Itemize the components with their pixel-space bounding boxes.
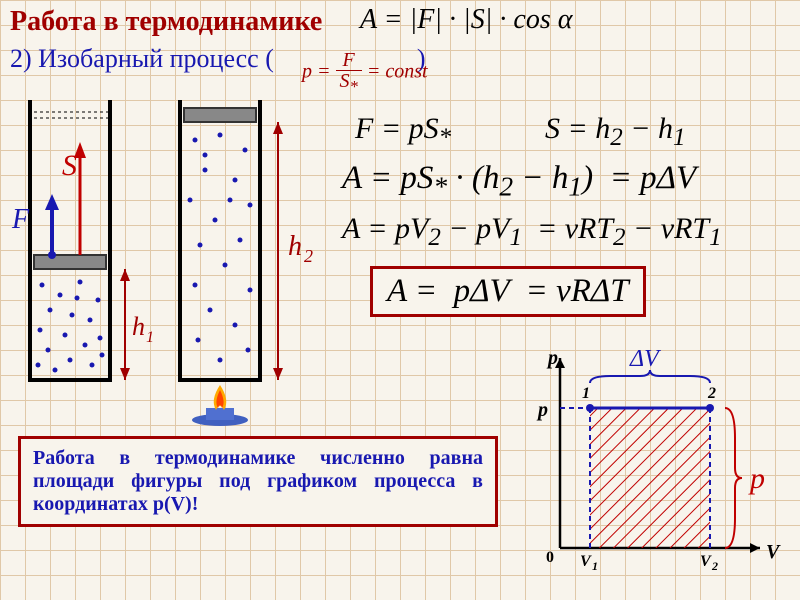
- svg-text:2: 2: [304, 246, 313, 266]
- svg-text:p: p: [546, 348, 558, 369]
- formula-A-expanded: A = pS* · (h2 − h1) = pΔV: [342, 160, 696, 203]
- work-description: Работа в термодинамике численно равна пл…: [18, 436, 498, 527]
- cylinder-diagram: S F h 1: [10, 90, 330, 410]
- svg-text:ΔV: ΔV: [629, 348, 661, 372]
- svg-text:h: h: [132, 312, 145, 341]
- formula-A-nu: A = pV2 − pV1 = νRT2 − νRT1: [342, 212, 722, 252]
- formula-boxed: A = pΔV = νRΔT: [370, 266, 646, 317]
- formula-const-pressure: p = F S* = const: [302, 50, 428, 96]
- svg-text:2: 2: [711, 559, 718, 573]
- svg-text:V: V: [700, 553, 712, 570]
- svg-text:p: p: [536, 399, 548, 421]
- svg-text:F: F: [11, 204, 30, 235]
- pv-chart: p V 0 1 2 p V 1 V 2 ΔV: [530, 348, 790, 588]
- formula-F: F = pS*: [355, 112, 451, 152]
- svg-text:S: S: [62, 149, 77, 182]
- svg-text:1: 1: [146, 329, 154, 346]
- svg-text:1: 1: [582, 385, 590, 402]
- svg-text:h: h: [288, 231, 302, 262]
- svg-text:V: V: [580, 553, 592, 570]
- svg-text:2: 2: [707, 385, 716, 402]
- svg-text:0: 0: [546, 549, 554, 566]
- svg-text:V: V: [766, 541, 781, 563]
- formula-S: S = h2 − h1: [545, 112, 686, 152]
- svg-text:p: p: [748, 462, 765, 495]
- formula-work-general: A = |F| · |S| · cos α: [360, 4, 572, 36]
- svg-text:1: 1: [592, 559, 598, 573]
- page-title: Работа в термодинамике: [10, 6, 322, 38]
